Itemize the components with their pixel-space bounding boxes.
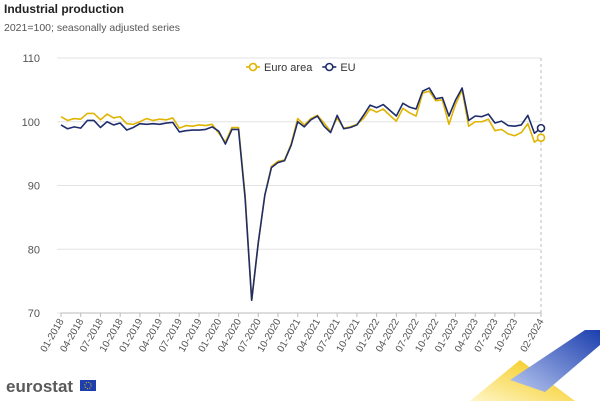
logo-text: eurostat (6, 377, 73, 396)
end-point (536, 133, 546, 142)
chart-subtitle: 2021=100; seasonally adjusted series (4, 22, 180, 34)
y-tick-label: 70 (28, 308, 40, 320)
y-tick-label: 90 (28, 181, 40, 193)
legend-marker (325, 62, 334, 72)
series-line (60, 87, 542, 302)
legend-label: Euro area (264, 62, 313, 74)
y-tick-label: 80 (28, 244, 40, 256)
y-tick-label: 110 (22, 53, 40, 65)
legend-marker (248, 62, 258, 72)
plot-area: 70809010011001-201804-201807-201810-2018… (22, 53, 547, 354)
legend-label: EU (340, 62, 355, 74)
end-point (536, 123, 546, 133)
series-line (60, 89, 542, 302)
decoration (510, 330, 600, 392)
chart-title: Industrial production (4, 2, 124, 16)
x-tick-label: 02-2024 (519, 317, 547, 355)
logo-stars (84, 381, 92, 390)
y-tick-label: 100 (22, 117, 40, 129)
logo-flag (80, 380, 96, 391)
